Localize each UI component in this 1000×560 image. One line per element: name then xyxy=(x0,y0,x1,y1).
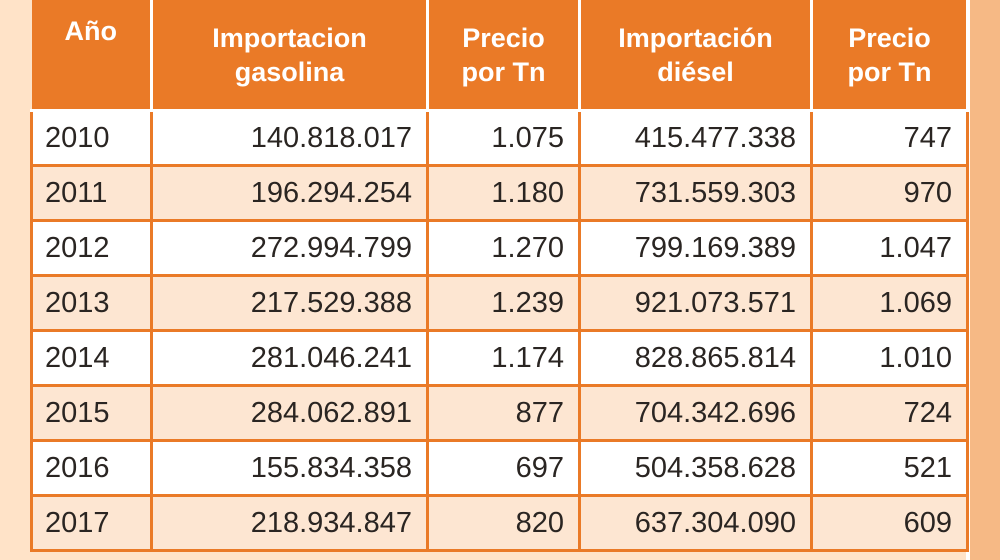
table-row: 2016 155.834.358 697 504.358.628 521 xyxy=(30,439,969,497)
header-year: Año xyxy=(31,0,153,112)
cell-gasoline-price: 697 xyxy=(426,439,581,497)
table-row: 2012 272.994.799 1.270 799.169.389 1.047 xyxy=(30,219,969,277)
table-row: 2014 281.046.241 1.174 828.865.814 1.010 xyxy=(30,329,969,387)
right-margin xyxy=(968,0,1000,560)
cell-diesel-price: 1.069 xyxy=(810,274,969,332)
cell-gasoline-price: 1.180 xyxy=(426,164,581,222)
table-header: Año Importacion gasolina Precio por Tn I… xyxy=(31,0,969,112)
cell-diesel-price: 1.010 xyxy=(810,329,969,387)
cell-diesel-price: 747 xyxy=(810,109,969,167)
cell-gasoline-price: 1.270 xyxy=(426,219,581,277)
import-table: Año Importacion gasolina Precio por Tn I… xyxy=(30,0,969,552)
table-row: 2015 284.062.891 877 704.342.696 724 xyxy=(30,384,969,442)
cell-gasoline-import: 217.529.388 xyxy=(150,274,429,332)
cell-gasoline-import: 155.834.358 xyxy=(150,439,429,497)
cell-year: 2016 xyxy=(30,439,153,497)
header-diesel-price: Precio por Tn xyxy=(810,0,969,112)
cell-diesel-import: 504.358.628 xyxy=(578,439,813,497)
cell-diesel-import: 799.169.389 xyxy=(578,219,813,277)
cell-gasoline-import: 218.934.847 xyxy=(150,494,429,552)
table-row: 2010 140.818.017 1.075 415.477.338 747 xyxy=(30,109,969,167)
cell-year: 2011 xyxy=(30,164,153,222)
cell-gasoline-import: 140.818.017 xyxy=(150,109,429,167)
cell-gasoline-import: 281.046.241 xyxy=(150,329,429,387)
right-divider xyxy=(966,0,970,560)
cell-year: 2015 xyxy=(30,384,153,442)
cell-gasoline-price: 1.239 xyxy=(426,274,581,332)
cell-diesel-price: 970 xyxy=(810,164,969,222)
cell-year: 2012 xyxy=(30,219,153,277)
table-body: 2010 140.818.017 1.075 415.477.338 747 2011 19… xyxy=(30,109,969,552)
cell-year: 2017 xyxy=(30,494,153,552)
cell-diesel-price: 521 xyxy=(810,439,969,497)
header-row: Año Importacion gasolina Precio por Tn I… xyxy=(31,0,969,112)
cell-diesel-import: 921.073.571 xyxy=(578,274,813,332)
cell-diesel-price: 724 xyxy=(810,384,969,442)
cell-gasoline-price: 820 xyxy=(426,494,581,552)
cell-diesel-import: 637.304.090 xyxy=(578,494,813,552)
header-gasoline-price: Precio por Tn xyxy=(426,0,581,112)
cell-diesel-price: 609 xyxy=(810,494,969,552)
cell-gasoline-import: 272.994.799 xyxy=(150,219,429,277)
table-row: 2011 196.294.254 1.180 731.559.303 970 xyxy=(30,164,969,222)
cell-gasoline-import: 284.062.891 xyxy=(150,384,429,442)
cell-gasoline-import: 196.294.254 xyxy=(150,164,429,222)
cell-year: 2014 xyxy=(30,329,153,387)
table-row: 2013 217.529.388 1.239 921.073.571 1.069 xyxy=(30,274,969,332)
cell-year: 2013 xyxy=(30,274,153,332)
cell-diesel-price: 1.047 xyxy=(810,219,969,277)
cell-year: 2010 xyxy=(30,109,153,167)
cell-gasoline-price: 1.174 xyxy=(426,329,581,387)
cell-diesel-import: 828.865.814 xyxy=(578,329,813,387)
cell-diesel-import: 704.342.696 xyxy=(578,384,813,442)
cell-gasoline-price: 1.075 xyxy=(426,109,581,167)
table-row: 2017 218.934.847 820 637.304.090 609 xyxy=(30,494,969,552)
header-diesel-import: Importación diésel xyxy=(578,0,813,112)
header-gasoline-import: Importacion gasolina xyxy=(150,0,429,112)
cell-diesel-import: 731.559.303 xyxy=(578,164,813,222)
cell-gasoline-price: 877 xyxy=(426,384,581,442)
cell-diesel-import: 415.477.338 xyxy=(578,109,813,167)
